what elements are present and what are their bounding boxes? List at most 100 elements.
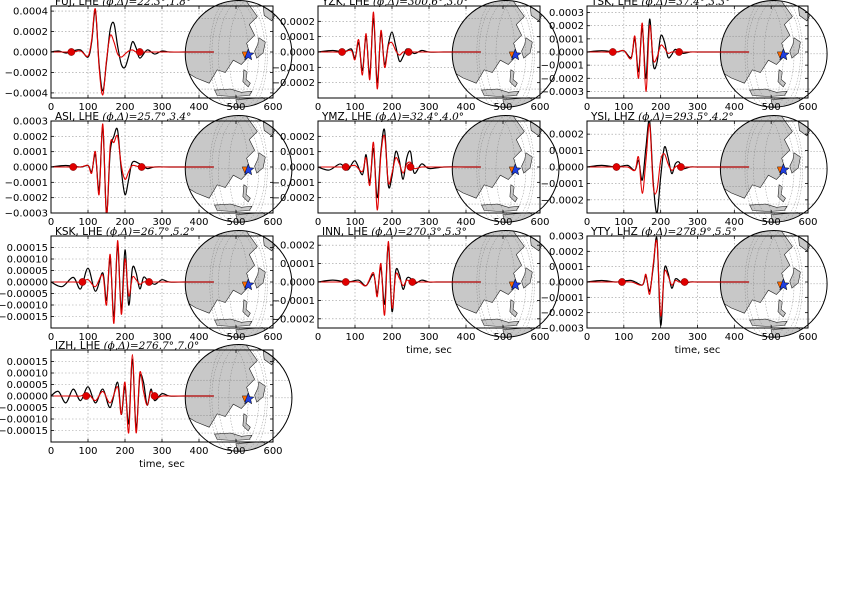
globe-map (184, 343, 293, 452)
x-tick-label: 300 (419, 217, 438, 228)
station-channel-label: INN, LHE (322, 226, 371, 238)
window-end-marker (675, 48, 683, 56)
x-tick-label: 600 (798, 217, 817, 228)
globe-land-shape-4 (749, 88, 788, 97)
x-axis-label: time, sec (406, 345, 452, 356)
y-tick-label: −0.0002 (272, 78, 315, 89)
station-triangle-icon (776, 166, 783, 174)
globe-outline (451, 229, 560, 338)
waveform-panel-fuj: 0 100 200 300 400 500 600 −0.0004 −0.0002 0.0000 0… (5, 0, 293, 113)
window-end-marker (137, 163, 146, 171)
x-tick-label: 600 (263, 102, 282, 113)
y-tick-label: 0.0001 (280, 32, 315, 43)
y-tick-label: 0.0001 (280, 259, 315, 270)
globe-map (451, 0, 560, 108)
globe-land-shape-2 (789, 267, 801, 289)
window-end-marker (145, 278, 153, 286)
y-tick-label: −0.0002 (5, 193, 48, 204)
y-tick-label: −0.0004 (5, 88, 48, 99)
waveform-panel-ysi: 0 100 200 300 400 500 600 −0.0002 −0.0001 0.0000 0… (541, 111, 828, 228)
x-axis-label: time, sec (675, 345, 721, 356)
globe-land-shape-0 (452, 230, 525, 314)
station-triangle-icon (241, 281, 248, 289)
globe-meridian (753, 230, 801, 338)
window-start-marker (608, 48, 617, 56)
y-tick-label: 0.0002 (280, 241, 315, 252)
synthetic-trace (51, 8, 214, 96)
y-tick-label: 0.0002 (13, 132, 48, 143)
x-tick-label: 500 (226, 332, 245, 343)
azimuth-distance-label: (ϕ,Δ)=278.9°,5.5° (641, 226, 737, 238)
globe-meridian (211, 344, 260, 452)
globe-outline (719, 114, 828, 223)
globe-land-shape-4 (481, 88, 520, 97)
x-tick-label: 300 (152, 332, 171, 343)
traces (51, 123, 214, 213)
station-triangle-icon (776, 281, 783, 289)
x-tick-label: 100 (345, 102, 364, 113)
globe-land-shape-4 (214, 88, 253, 97)
y-tick-label: 0.0002 (280, 17, 315, 28)
traces (318, 240, 481, 316)
globe-map (451, 229, 560, 338)
panel-title: INN, LHE (ϕ,Δ)=270.3°,5.3° (322, 226, 467, 238)
window-end-marker (404, 48, 413, 56)
y-tick-label: −0.00010 (0, 415, 48, 426)
x-tick-label: 100 (614, 102, 633, 113)
globe-meridian (485, 115, 533, 223)
globe-land-shape-0 (185, 0, 258, 84)
x-tick-label: 400 (725, 332, 744, 343)
y-tick-label: −0.0001 (272, 296, 315, 307)
x-tick-label: 300 (419, 332, 438, 343)
station-triangle-icon (508, 51, 515, 59)
globe-land-shape-2 (789, 37, 801, 59)
x-tick-label: 200 (115, 102, 134, 113)
y-tick-label: 0.0000 (280, 163, 315, 174)
x-tick-label: 300 (419, 102, 438, 113)
x-tick-label: 100 (78, 332, 97, 343)
x-tick-label: 500 (493, 332, 512, 343)
globe-meridian (485, 230, 533, 338)
globe-meridian (218, 230, 266, 338)
x-tick-label: 200 (651, 102, 670, 113)
globe-meridian (211, 115, 260, 223)
globe-land-shape-0 (185, 230, 258, 314)
x-tick-label: 400 (725, 102, 744, 113)
x-tick-label: 0 (48, 332, 54, 343)
y-tick-label: −0.00005 (0, 403, 48, 414)
traces (587, 18, 750, 92)
globe-land-shape-2 (254, 267, 266, 289)
globe-land-shape-2 (254, 37, 266, 59)
y-tick-label: 0.0000 (280, 278, 315, 289)
globe-land-shape-4 (749, 318, 788, 327)
traces (587, 236, 750, 326)
globe-meridian (746, 115, 795, 223)
panel-title: YSI, LHZ (ϕ,Δ)=293.5°,4.2° (590, 111, 734, 123)
x-tick-label: 0 (315, 102, 321, 113)
azimuth-distance-label: (ϕ,Δ)=25.7°,3.4° (102, 111, 191, 123)
y-tick-label: −0.00015 (0, 426, 48, 437)
y-tick-label: 0.00000 (7, 278, 48, 289)
window-start-marker (82, 392, 91, 400)
azimuth-distance-label: (ϕ,Δ)=32.4°,4.0° (375, 111, 464, 123)
y-tick-label: −0.0001 (541, 293, 584, 304)
waveform-panel-ksk: 0 100 200 300 400 500 600 −0.00015−0.00010−0.00… (0, 226, 293, 343)
station-channel-label: IZH, LHE (55, 340, 104, 352)
y-tick-label: 0.0001 (280, 147, 315, 158)
synthetic-trace (318, 11, 481, 90)
traces (587, 121, 750, 213)
y-tick-label: −0.0002 (541, 74, 584, 85)
panel-title: FUJ, LHE (ϕ,Δ)=22.3°,1.8° (55, 0, 191, 8)
window-start-marker (338, 48, 346, 56)
globe-meridian (478, 230, 527, 338)
x-tick-label: 100 (614, 217, 633, 228)
x-tick-label: 500 (493, 102, 512, 113)
waveform-panel-ymz: 0 100 200 300 400 500 600 −0.0002 −0.0001 0.0000 0… (272, 111, 560, 228)
y-tick-label: 0.0000 (549, 278, 584, 289)
observed-trace (318, 128, 481, 199)
waveform-panel-yty: 0 100 200 300 400 500 600 −0.0003 −0.0002 −0.0001… (541, 226, 828, 356)
x-tick-label: 600 (263, 217, 282, 228)
y-tick-label: 0.0000 (549, 163, 584, 174)
x-tick-label: 600 (530, 217, 549, 228)
waveform-panel-tsk: 0 100 200 300 400 500 600 −0.0003 −0.0002 −0.0001… (541, 0, 828, 113)
